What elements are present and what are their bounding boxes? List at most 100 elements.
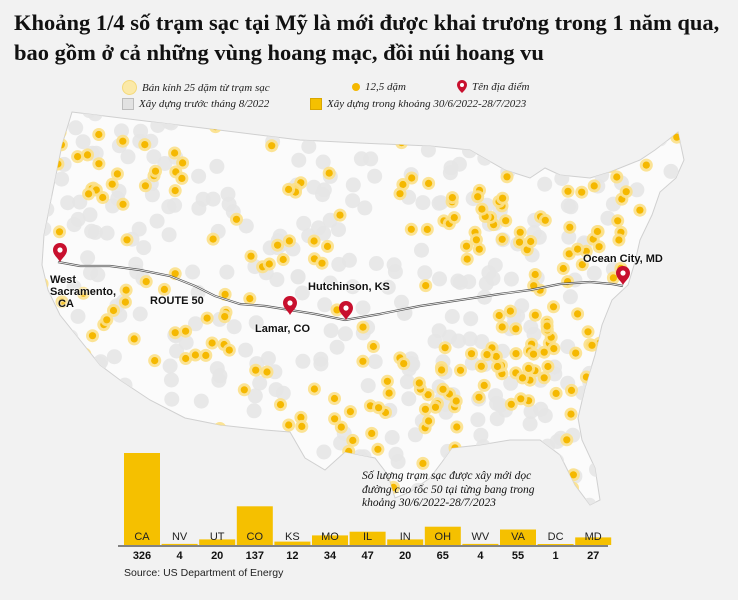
new-station-dot (130, 335, 138, 343)
map-pins (53, 243, 630, 320)
new-station-dot (477, 362, 485, 370)
old-station-dot (522, 416, 538, 432)
legend-radius-label: Bán kính 25 dặm từ trạm sạc (142, 81, 270, 94)
new-station-dot (383, 377, 391, 385)
new-station-dot (419, 459, 427, 467)
category-label: OH (435, 531, 452, 543)
new-station-dot (495, 311, 503, 320)
new-station-dot (74, 153, 82, 161)
new-station-dot (221, 290, 229, 298)
new-station-dot (503, 173, 511, 181)
new-station-dot (483, 351, 491, 359)
new-station-dot (425, 417, 433, 425)
old-station-dot (387, 264, 403, 280)
old-station-dot (414, 242, 429, 258)
bar-ks (274, 541, 311, 545)
new-station-dot (582, 247, 590, 255)
old-station-dot (162, 358, 178, 374)
new-station-dot (450, 214, 458, 222)
new-station-dot (369, 342, 377, 351)
bar-mo (312, 535, 348, 545)
new-station-dot (613, 173, 621, 181)
old-station-dot (99, 225, 115, 241)
legend-pin: Tên địa điểm (457, 80, 529, 93)
new-station-dot (563, 436, 571, 444)
new-station-dot (515, 238, 524, 246)
new-station-dot (310, 237, 318, 245)
old-station-dot (296, 215, 312, 231)
new-station-dot (119, 200, 127, 208)
value-label: 326 (133, 550, 151, 562)
new-station-dot (574, 245, 582, 253)
new-station-dot (448, 194, 456, 202)
place-lamar: Lamar, CO (255, 323, 311, 335)
new-station-dot (399, 180, 407, 189)
new-station-dot (171, 187, 179, 195)
new-station-dot (578, 261, 586, 269)
new-station-dot (517, 395, 525, 403)
old-station-dot (353, 151, 369, 167)
new-station-dot (543, 322, 551, 330)
bar-md (575, 537, 612, 545)
new-station-dot (95, 130, 103, 139)
old-station-dot (226, 319, 242, 335)
old-station-dot (313, 351, 329, 367)
new-station-dot (531, 311, 539, 319)
new-station-dot (285, 237, 293, 245)
category-label: IL (363, 531, 372, 543)
old-station-dot (193, 393, 209, 409)
new-station-dot (122, 286, 130, 294)
new-station-dot (531, 270, 539, 279)
old-station-dot (415, 195, 431, 211)
new-station-dot (540, 374, 548, 382)
new-station-dot (141, 182, 149, 190)
new-station-dot (191, 351, 199, 359)
legend-dot: 12,5 dặm (352, 81, 406, 93)
new-station-dot (559, 264, 567, 273)
legend-before: Xây dựng trước tháng 8/2022 (122, 98, 269, 110)
new-station-dot (441, 344, 449, 352)
value-label: 27 (587, 550, 599, 562)
old-station-dot (345, 177, 361, 193)
route-label: ROUTE 50 (150, 295, 204, 307)
new-station-dot (512, 350, 520, 358)
new-station-dot (541, 216, 549, 224)
old-station-dot (420, 142, 436, 158)
new-station-dot (330, 394, 339, 403)
old-station-dot (315, 187, 330, 203)
yellow-swatch-icon (310, 98, 322, 110)
value-label: 20 (399, 550, 411, 562)
old-station-dot (68, 120, 84, 136)
value-label: 20 (211, 550, 223, 562)
radius-swatch-icon (122, 80, 137, 95)
old-station-dot (132, 306, 148, 322)
old-station-dot (269, 272, 285, 288)
new-station-dot (336, 211, 344, 219)
new-station-dot (55, 228, 64, 236)
new-station-dot (203, 314, 211, 322)
old-station-dot (260, 351, 276, 367)
new-station-dot (567, 410, 575, 418)
old-station-dot (474, 334, 490, 350)
new-station-dot (151, 357, 159, 365)
old-station-dot (433, 195, 449, 211)
new-station-dot (518, 374, 527, 382)
new-station-dot (525, 364, 533, 372)
new-station-dot (615, 236, 623, 244)
new-station-dot (475, 245, 483, 253)
value-label: 47 (361, 550, 373, 562)
new-station-dot (463, 255, 471, 263)
pin-ocean-city-icon (616, 266, 630, 285)
old-station-dot (463, 311, 479, 327)
bar-ca (124, 453, 160, 545)
bar-chart-title: Số lượng trạm sạc được xây mới dọc đường… (362, 470, 535, 509)
new-station-dot (421, 405, 429, 413)
new-station-dot (246, 295, 254, 303)
new-station-dot (119, 137, 127, 145)
old-station-dot (114, 123, 129, 139)
old-station-dot (82, 207, 98, 223)
new-station-dot (368, 429, 376, 437)
new-station-dot (385, 389, 393, 397)
old-station-dot (219, 264, 235, 280)
new-station-dot (178, 174, 186, 182)
